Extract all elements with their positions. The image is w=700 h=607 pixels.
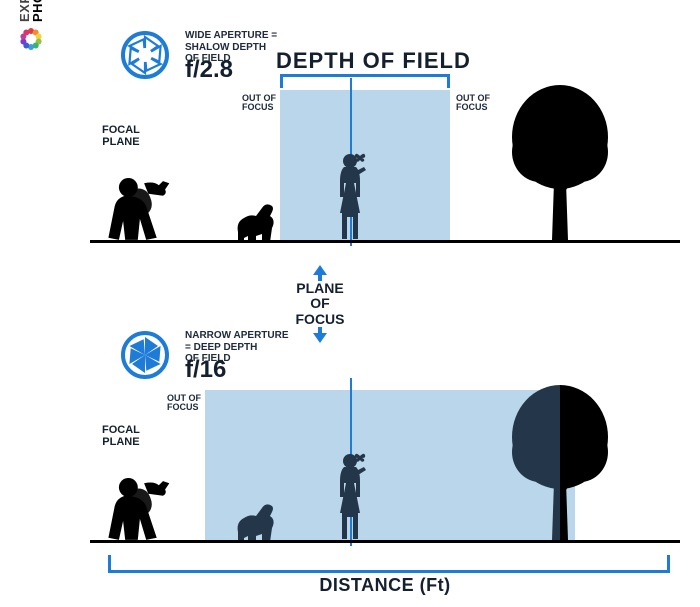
girl-icon [330,450,370,542]
diagram-stage: WIDE APERTURE =SHALOW DEPTHOF FIELD f/2.… [90,10,680,590]
distance-bracket [108,555,670,573]
dog-icon [230,194,280,244]
focal-plane-label: FOCALPLANE [102,424,140,448]
aperture-f-wide: f/2.8 [185,56,233,84]
butterfly-icon [354,150,366,162]
butterfly-icon [354,450,366,462]
arrow-up-icon [313,265,327,281]
ground-line [90,540,680,543]
out-of-focus-label: OUT OFFOCUS [456,94,490,113]
brand-line2: PHOTOGRAPHY [31,0,44,22]
panel-narrow-aperture: NARROW APERTURE= DEEP DEPTHOF FIELD f/16… [90,330,680,560]
photographer-icon [100,458,184,542]
focal-plane-label: FOCALPLANE [102,124,140,148]
tree-icon [500,382,620,542]
aperture-icon [120,330,170,380]
dof-bracket-top [280,74,450,88]
depth-of-field-title: DEPTH OF FIELD [276,48,471,74]
out-of-focus-label: OUT OFFOCUS [167,394,201,413]
out-of-focus-label: OUT OFFOCUS [242,94,276,113]
brand-logo: EXPERT PHOTOGRAPHY [18,0,44,50]
ground-line [90,240,680,243]
distance-label: DISTANCE (Ft) [90,575,680,596]
dog-icon [230,494,280,544]
brand-logo-ring [20,28,42,50]
panel-wide-aperture: WIDE APERTURE =SHALOW DEPTHOF FIELD f/2.… [90,30,680,260]
plane-of-focus-label: PLANEOFFOCUS [288,281,352,327]
photographer-icon [100,158,184,242]
girl-icon [330,150,370,242]
aperture-icon [120,30,170,80]
tree-icon [500,82,620,242]
brand-logo-text: EXPERT PHOTOGRAPHY [18,0,44,22]
aperture-f-narrow: f/16 [185,356,226,384]
plane-of-focus-block: PLANEOFFOCUS [60,265,422,335]
